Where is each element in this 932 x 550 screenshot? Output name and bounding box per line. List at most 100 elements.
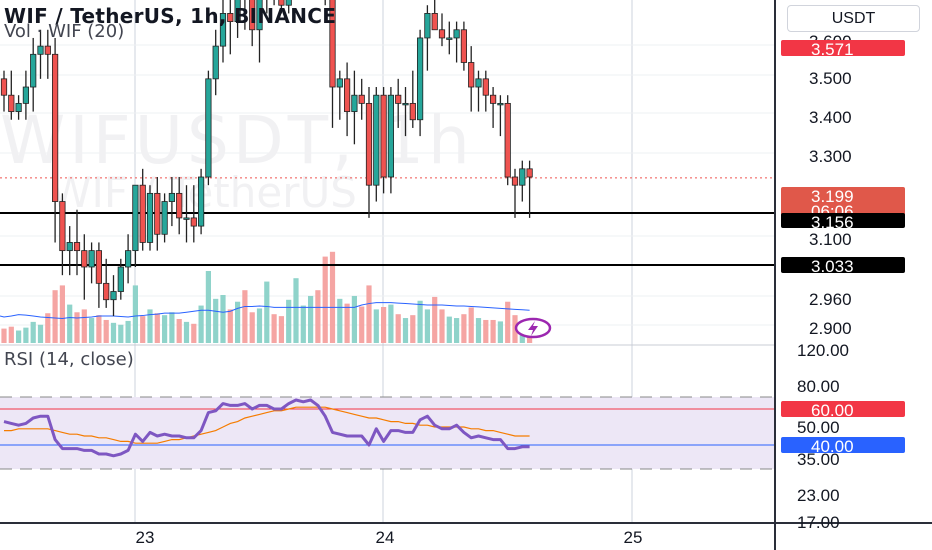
candle-body <box>497 102 504 106</box>
volume-bar <box>271 314 277 343</box>
candle-body <box>132 184 139 252</box>
candle-body <box>117 266 124 292</box>
volume-bar <box>337 298 343 343</box>
volume-bar <box>344 303 350 343</box>
rsi-upper-label-bg <box>781 401 905 417</box>
rsi-lower-label-bg <box>781 437 905 453</box>
volume-bar <box>96 315 102 343</box>
volume-bar <box>315 290 321 343</box>
volume-bar <box>475 318 482 343</box>
volume-bar <box>110 322 117 343</box>
volume-bar <box>59 285 65 343</box>
volume-bar <box>308 295 314 343</box>
volume-bar <box>30 321 36 343</box>
volume-bar <box>446 316 452 343</box>
candle-body <box>424 13 431 39</box>
candle-body <box>0 78 8 96</box>
volume-bar <box>103 319 109 343</box>
candle-body <box>438 29 446 39</box>
volume-bar <box>118 324 124 343</box>
candle-body <box>453 29 460 39</box>
rsi-ma-line <box>4 406 530 444</box>
candle-body <box>329 0 336 88</box>
candle-body <box>285 0 292 6</box>
volume-bar <box>286 299 292 343</box>
volume-bar <box>381 307 387 343</box>
candle-body <box>475 78 482 88</box>
volume-bar <box>74 312 80 343</box>
candle-body <box>446 37 453 40</box>
volume-bar <box>439 309 445 343</box>
last-price-label-bg <box>781 187 905 219</box>
candle-body <box>380 94 387 178</box>
candle-body <box>146 192 154 243</box>
rsi-upper-label: 60.00 <box>811 401 854 420</box>
rsi-tick-label: 50.00 <box>797 418 840 437</box>
high-price-label: 3.571 <box>811 40 854 59</box>
volume-bar <box>366 285 372 343</box>
rsi-indicator-label[interactable]: RSI (14, close) <box>4 349 134 370</box>
candle-body <box>161 201 168 235</box>
volume-bar <box>454 318 460 343</box>
volume-bar <box>37 324 44 343</box>
candle-body <box>504 102 511 178</box>
volume-bar <box>278 316 284 343</box>
candle-body <box>219 13 227 47</box>
volume-bar <box>89 318 95 343</box>
symbol-title[interactable]: WIF / TetherUS, 1h, BINANCE <box>4 4 337 28</box>
volume-bar <box>191 323 197 343</box>
rsi-tick-label: 120.00 <box>797 341 849 360</box>
candle-body <box>387 94 395 178</box>
volume-bar <box>205 271 211 343</box>
candle-body <box>519 168 526 186</box>
volume-bar <box>169 312 175 343</box>
candle-body <box>373 94 380 186</box>
volume-bar <box>220 295 226 343</box>
volume-bar <box>373 309 379 343</box>
price-tick-label: 3.300 <box>809 147 852 166</box>
candle-body <box>278 0 285 6</box>
price-tick-label: 2.960 <box>809 290 852 309</box>
volume-bar <box>424 309 430 343</box>
currency-button[interactable]: USDT <box>787 5 920 32</box>
volume-bar <box>388 304 394 343</box>
candle-body <box>395 94 402 104</box>
volume-bar <box>410 315 416 343</box>
volume-bar <box>23 327 29 343</box>
volume-bar <box>140 316 146 343</box>
lightning-icon <box>528 321 538 336</box>
volume-bar <box>293 278 299 343</box>
volume-bar <box>183 321 190 343</box>
candle-body <box>37 45 44 55</box>
rsi-tick-label: 80.00 <box>797 377 840 396</box>
volume-bar <box>417 300 423 343</box>
candle-body <box>416 37 424 121</box>
candle-body <box>190 217 197 227</box>
volume-indicator-label[interactable]: Vol · WIF (20) <box>4 21 125 42</box>
volume-bar <box>227 309 233 343</box>
volume-bar <box>81 309 87 343</box>
support-1-price-label: 3.156 <box>811 213 854 232</box>
volume-bar <box>432 296 438 343</box>
volume-bar <box>256 308 263 343</box>
candle-body <box>409 102 416 121</box>
volume-bar <box>359 306 365 343</box>
volume-bar <box>125 320 131 343</box>
volume-bar <box>329 251 336 343</box>
candle-body <box>110 291 117 301</box>
volume-bar <box>45 313 51 343</box>
volume-bar <box>176 319 182 343</box>
volume-bar <box>322 256 328 343</box>
candle-body <box>197 176 205 227</box>
rsi-tick-label: 23.00 <box>797 486 840 505</box>
volume-bar <box>198 305 204 343</box>
candle-body <box>526 168 533 178</box>
volume-bar <box>490 319 496 343</box>
candle-body <box>139 184 146 243</box>
candle-body <box>66 242 73 252</box>
candle-body <box>183 217 190 220</box>
candle-body <box>365 102 373 186</box>
candle-body <box>249 0 256 31</box>
candle-body <box>336 78 343 88</box>
